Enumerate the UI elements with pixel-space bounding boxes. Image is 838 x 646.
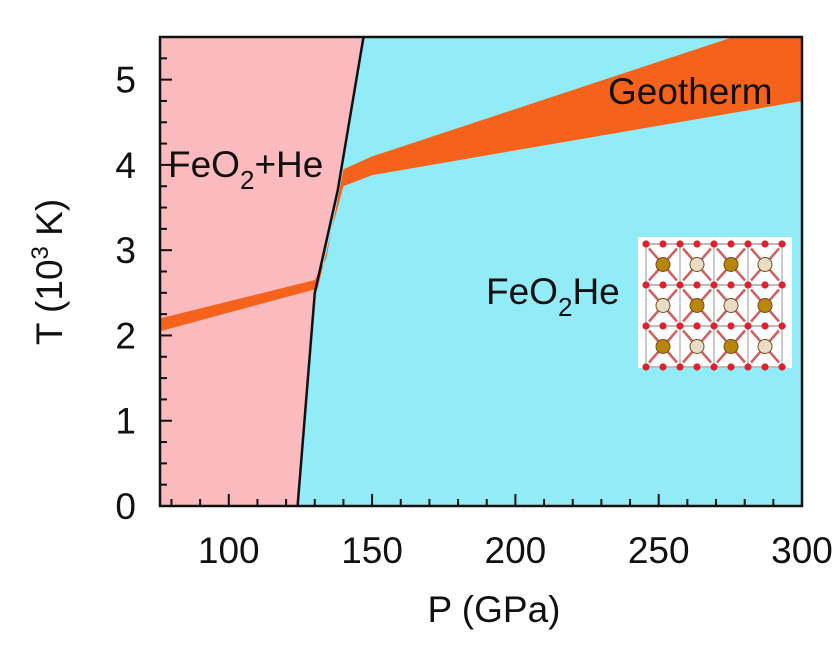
o-atom <box>676 363 684 371</box>
x-tick-label: 200 <box>485 530 547 571</box>
he-atom <box>689 339 705 354</box>
x-tick-label: 100 <box>198 530 260 571</box>
y-tick-label: 1 <box>115 401 136 442</box>
o-atom <box>778 322 786 330</box>
o-atom <box>744 363 752 371</box>
he-atom <box>689 257 705 272</box>
o-atom <box>761 240 769 248</box>
o-atom <box>727 240 735 248</box>
y-axis-label: T (103 K) <box>27 199 70 345</box>
o-atom <box>744 322 752 330</box>
o-atom <box>676 240 684 248</box>
fe-atom <box>723 339 739 354</box>
x-tick-label: 300 <box>771 530 833 571</box>
x-tick-label: 150 <box>341 530 403 571</box>
geotherm-label: Geotherm <box>608 71 773 112</box>
o-atom <box>659 240 667 248</box>
o-atom <box>659 363 667 371</box>
o-atom <box>659 322 667 330</box>
o-atom <box>693 281 701 289</box>
o-atom <box>642 363 650 371</box>
y-tick-label: 2 <box>115 315 136 356</box>
region-label-feo2he: FeO2He <box>486 271 620 322</box>
o-atom <box>778 363 786 371</box>
fe-atom <box>655 257 671 272</box>
crystal-structure-inset-image <box>638 237 792 371</box>
o-atom <box>642 322 650 330</box>
he-atom <box>655 298 671 313</box>
o-atom <box>710 363 718 371</box>
o-atom <box>659 281 667 289</box>
o-atom <box>642 240 650 248</box>
o-atom <box>778 240 786 248</box>
region-label-feo2-he: FeO2+He <box>168 144 323 195</box>
y-tick-label: 4 <box>115 145 136 186</box>
o-atom <box>761 281 769 289</box>
o-atom <box>761 363 769 371</box>
o-atom <box>693 322 701 330</box>
o-atom <box>710 240 718 248</box>
fe-atom <box>689 298 705 313</box>
o-atom <box>727 363 735 371</box>
y-tick-label: 5 <box>115 60 136 101</box>
o-atom <box>744 281 752 289</box>
o-atom <box>778 281 786 289</box>
o-atom <box>642 281 650 289</box>
o-atom <box>727 322 735 330</box>
o-atom <box>710 322 718 330</box>
x-axis-label: P (GPa) <box>428 589 561 630</box>
he-atom <box>723 298 739 313</box>
y-tick-label: 0 <box>115 486 136 527</box>
fe-atom <box>757 298 773 313</box>
fe-atom <box>723 257 739 272</box>
y-tick-label: 3 <box>115 230 136 271</box>
o-atom <box>676 281 684 289</box>
o-atom <box>693 363 701 371</box>
he-atom <box>757 257 773 272</box>
he-atom <box>757 339 773 354</box>
o-atom <box>676 322 684 330</box>
o-atom <box>693 240 701 248</box>
o-atom <box>744 240 752 248</box>
phase-boundary-line <box>296 37 365 506</box>
o-atom <box>761 322 769 330</box>
x-tick-label: 250 <box>628 530 690 571</box>
o-atom <box>727 281 735 289</box>
geotherm-band <box>160 37 802 332</box>
o-atom <box>710 281 718 289</box>
feo2-plus-he-region <box>160 37 364 506</box>
fe-atom <box>655 339 671 354</box>
